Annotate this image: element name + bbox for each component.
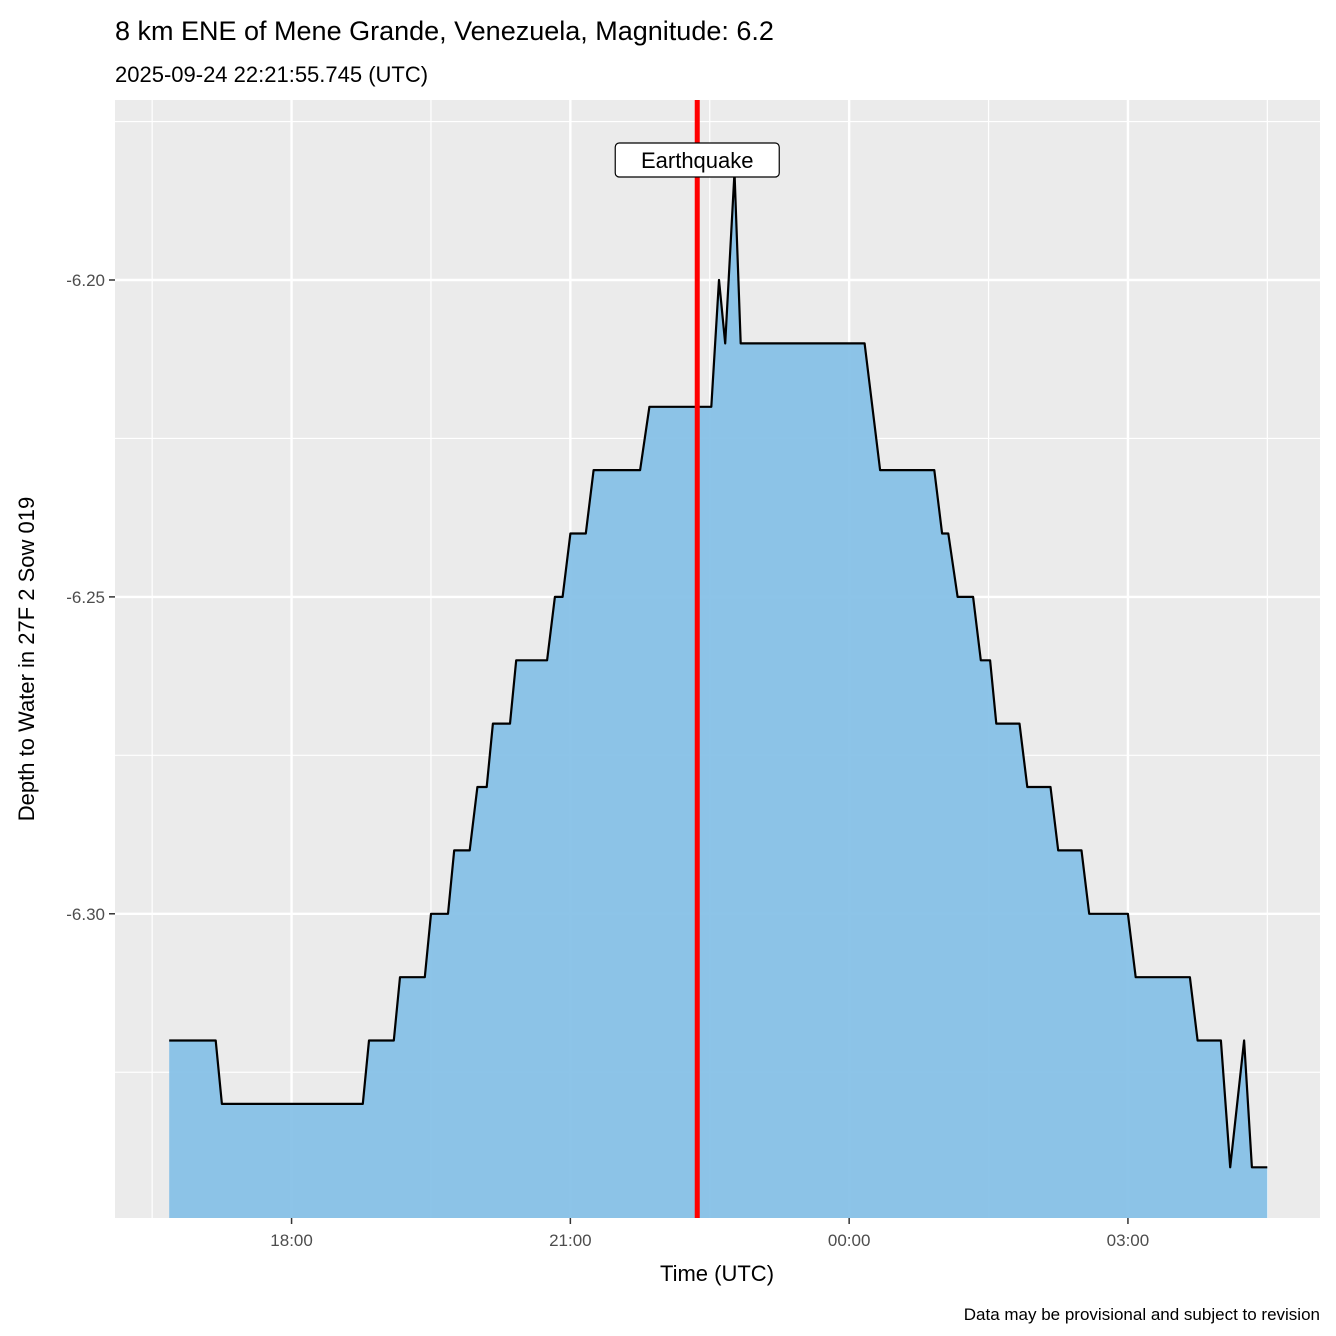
caption: Data may be provisional and subject to r… — [964, 1305, 1320, 1324]
y-tick-label: -6.20 — [66, 271, 105, 290]
y-axis-label: Depth to Water in 27F 2 Sow 019 — [14, 497, 39, 821]
x-axis-label: Time (UTC) — [660, 1261, 774, 1286]
area-fill — [169, 172, 1268, 1218]
x-tick-label: 00:00 — [828, 1231, 871, 1250]
x-tick-label: 18:00 — [270, 1231, 313, 1250]
event-marker: Earthquake — [614, 100, 780, 1218]
chart-title: 8 km ENE of Mene Grande, Venezuela, Magn… — [115, 16, 774, 46]
y-tick-label: -6.30 — [66, 905, 105, 924]
earthquake-label: Earthquake — [641, 148, 754, 173]
y-tick-label: -6.25 — [66, 588, 105, 607]
series — [169, 171, 1268, 1218]
axis-ticks: 18:00 21:00 00:00 03:00 -6.20 -6.25 -6.30 — [66, 271, 1149, 1250]
chart-subtitle: 2025-09-24 22:21:55.745 (UTC) — [115, 62, 428, 87]
x-tick-label: 03:00 — [1107, 1231, 1150, 1250]
series-line — [169, 171, 1268, 1169]
x-tick-label: 21:00 — [549, 1231, 592, 1250]
earthquake-label-box — [614, 142, 780, 178]
